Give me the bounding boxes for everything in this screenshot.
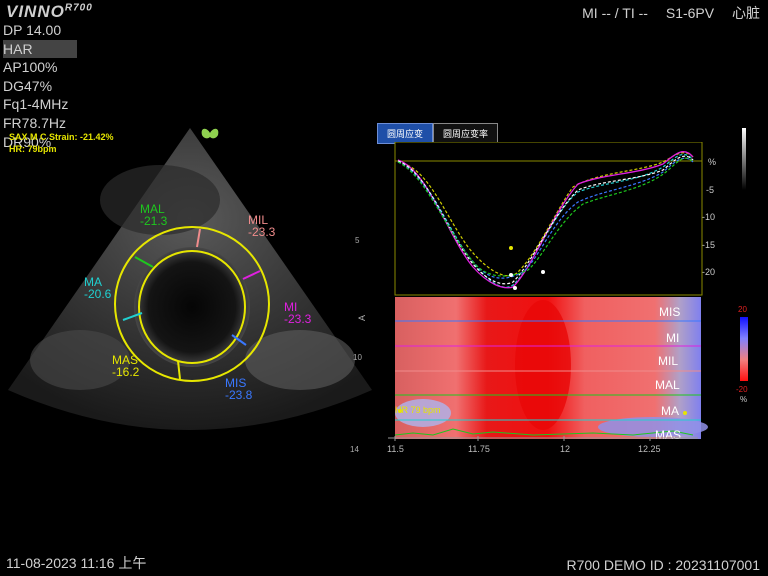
vinno-logo: VINNOR700: [6, 2, 93, 22]
map-label-mal: MAL: [655, 378, 680, 392]
model-label: R700: [64, 2, 93, 14]
strain-value: SAX M C Strain: -21.42%: [9, 132, 114, 142]
epicardial-contour: [114, 226, 270, 382]
probe-label: S1-6PV: [665, 5, 715, 21]
strain-axis-tick: -5: [706, 185, 714, 195]
param-framerate: FR78.7Hz: [3, 114, 67, 131]
strain-summary: SAX M C Strain: -21.42% HR: 79bpm: [9, 131, 114, 155]
param-frequency: Fq1-4MHz: [3, 96, 69, 113]
strain-axis-tick: -10: [702, 212, 715, 222]
map-label-mil: MIL: [658, 354, 679, 368]
param-depth: DP 14.00: [3, 22, 62, 38]
colorbar-unit: %: [740, 395, 748, 404]
grayscale-bar: [742, 128, 746, 190]
strain-axis-unit: %: [708, 157, 716, 167]
lv-cavity: [134, 247, 250, 367]
time-tick-2: 11.75: [468, 444, 490, 454]
mi-ti-readout: MI -- / TI --: [582, 5, 648, 21]
time-axis: [388, 436, 698, 441]
time-tick-4: 12.25: [638, 444, 661, 454]
param-dr: DR90%: [3, 133, 52, 150]
strain-colorbar: [740, 317, 748, 381]
top-status: MI -- / TI -- S1-6PV 心脏: [568, 3, 760, 23]
colorbar-top: 20: [738, 305, 747, 314]
colorbar-bottom: -20: [736, 385, 748, 394]
seg-mi-label: MI -23.3: [284, 300, 312, 326]
datetime: 11-08-2023 11:16 上午: [6, 555, 147, 571]
svg-text:A: A: [357, 315, 367, 321]
param-dg: DG47%: [3, 77, 53, 94]
strain-color-map: [394, 297, 708, 439]
map-label-ma: MA: [661, 404, 679, 418]
time-tick-1: 11.5: [387, 444, 404, 454]
seg-mil-label: MIL -23.3: [248, 213, 276, 239]
seg-mal-label: MAL -21.3: [140, 202, 168, 228]
endocardial-contour: [138, 250, 246, 364]
seg-mis-label: MIS -23.8: [225, 376, 253, 402]
tab-circumferential-strain-rate[interactable]: 圆周应变率: [433, 123, 499, 144]
logo-text: VINNO: [6, 2, 65, 21]
orientation-marker-icon: [201, 128, 219, 139]
map-label-mi: MI: [666, 331, 680, 345]
seg-mas-label: MAS -16.2: [112, 353, 140, 379]
strain-curve-graph: % -5 -10 -15 -20: [394, 142, 716, 296]
map-label-mis: MIS: [659, 305, 681, 319]
map-hr-label: HR 79 bpm: [395, 405, 441, 415]
param-ap: AP100%: [3, 59, 58, 76]
exam-preset: 心脏: [732, 5, 760, 21]
param-har: HAR: [3, 39, 77, 59]
imaging-params: DP 14.00 HAR AP100% DG47% Fq1-4MHz FR78.…: [3, 21, 77, 151]
depth-tick-14: 14: [350, 445, 359, 454]
strain-axis-tick: -20: [702, 267, 715, 277]
strain-axis-tick: -15: [702, 240, 715, 250]
heart-rate-value: HR: 79bpm: [9, 144, 57, 154]
depth-tick-10: 10: [353, 353, 362, 362]
depth-tick-5: 5: [355, 236, 360, 245]
patient-id: R700 DEMO ID : 20231107001: [566, 557, 760, 573]
graph-tabs: 圆周应变 圆周应变率: [377, 123, 499, 144]
time-tick-3: 12: [560, 444, 571, 454]
seg-ma-label: MA -20.6: [84, 275, 112, 301]
tab-circumferential-strain[interactable]: 圆周应变: [377, 123, 434, 144]
